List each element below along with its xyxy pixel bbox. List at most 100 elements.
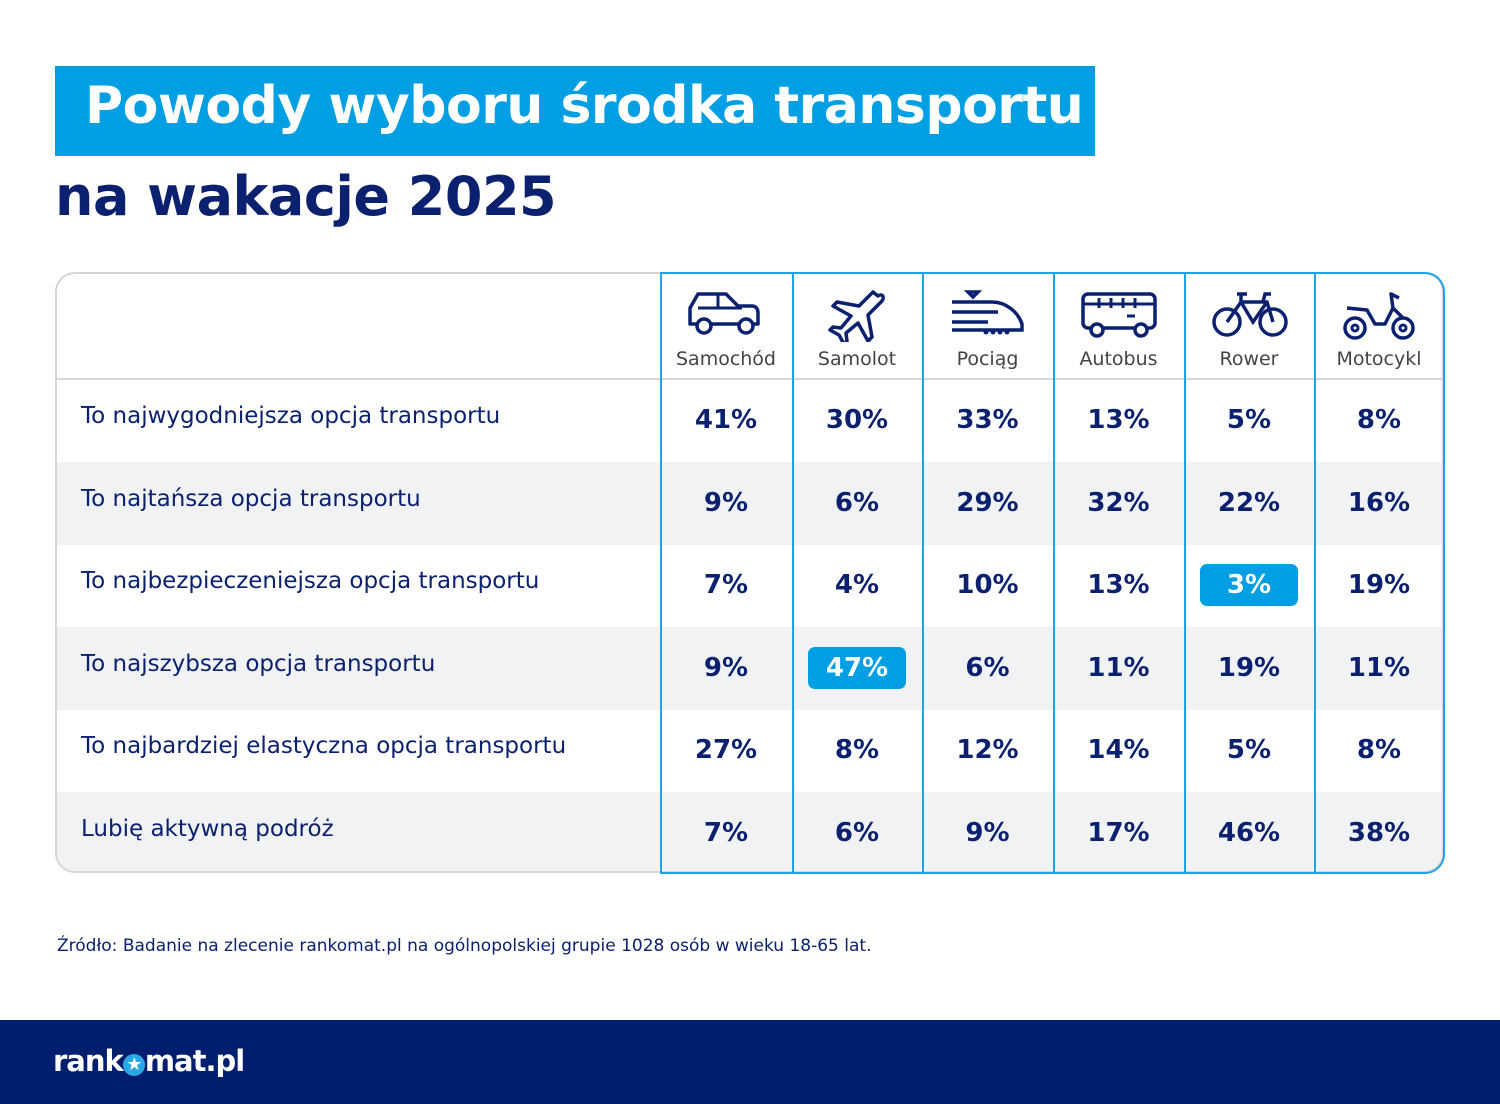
cell-value: 5% [1226, 405, 1272, 435]
table-cell: 12% [922, 709, 1053, 791]
table-cell: 38% [1314, 792, 1444, 874]
column-label: Autobus [1079, 348, 1158, 370]
row-label: To najwygodniejsza opcja transportu [81, 403, 501, 429]
table-cell: 10% [922, 544, 1053, 626]
table-cell: 7% [660, 544, 792, 626]
table-cell: 8% [1314, 709, 1444, 791]
table-cell: 9% [660, 627, 792, 709]
column-header: Samolot [792, 280, 922, 378]
train-icon [951, 290, 1024, 335]
cell-value: 41% [694, 405, 758, 435]
column-divider [1184, 273, 1186, 873]
cell-value: 14% [1087, 735, 1150, 765]
bicycle-icon [1212, 292, 1288, 337]
cell-value: 9% [965, 817, 1010, 848]
table-cell: 9% [660, 462, 792, 544]
table-cell: 6% [792, 792, 922, 874]
cell-value: 7% [703, 570, 749, 600]
table-cell: 33% [922, 379, 1053, 461]
table-row: To najtańsza opcja transportu [57, 461, 1442, 545]
cell-value: 10% [956, 570, 1019, 600]
cell-value: 8% [1356, 735, 1402, 765]
table-cell: 11% [1314, 627, 1444, 709]
cell-value: 12% [956, 735, 1019, 765]
cell-value: 4% [834, 570, 880, 600]
cell-value: 6% [834, 487, 880, 518]
table-row: To najwygodniejsza opcja transportu [57, 379, 1442, 462]
data-table: To najwygodniejsza opcja transportu To na… [55, 272, 1444, 873]
table-row: To najbezpieczeniejsza opcja transportu [57, 544, 1442, 627]
cell-value: 46% [1217, 817, 1281, 848]
column-divider [792, 273, 794, 873]
source-note: Źródło: Badanie na zlecenie rankomat.pl … [57, 936, 872, 956]
cell-value: 16% [1347, 487, 1411, 518]
row-label: Lubię aktywną podróż [81, 815, 334, 842]
page-subtitle: na wakacje 2025 [55, 165, 557, 228]
cell-value: 30% [825, 405, 889, 435]
column-header: Motocykl [1314, 280, 1444, 378]
table-cell: 8% [1314, 379, 1444, 461]
rankomat-logo: rank ★ mat.pl [53, 1044, 245, 1078]
table-cell: 6% [792, 462, 922, 544]
table-cell: 8% [792, 709, 922, 791]
table-cell: 32% [1053, 462, 1184, 544]
table-cell: 14% [1053, 709, 1184, 791]
table-cell: 19% [1184, 627, 1314, 709]
table-cell: 9% [922, 792, 1053, 874]
cell-value: 11% [1087, 652, 1150, 683]
column-divider [922, 273, 924, 873]
table-cell: 6% [922, 627, 1053, 709]
column-header: Pociąg [922, 280, 1053, 378]
header-divider [57, 378, 1444, 380]
cell-value: 33% [956, 405, 1019, 435]
cell-value: 27% [694, 735, 758, 765]
cell-value: 29% [956, 487, 1019, 518]
table-cell: 11% [1053, 627, 1184, 709]
row-label: To najbardziej elastyczna opcja transpor… [81, 733, 567, 759]
page-title: Powody wyboru środka transportu [85, 76, 1084, 136]
table-cell: 7% [660, 792, 792, 874]
row-label: To najtańsza opcja transportu [81, 485, 421, 512]
table-cell: 19% [1314, 544, 1444, 626]
table-cell: 46% [1184, 792, 1314, 874]
table-cell: 27% [660, 709, 792, 791]
airplane-icon [828, 290, 885, 342]
column-label: Pociąg [956, 348, 1019, 370]
table-cell: 5% [1184, 379, 1314, 461]
cell-value: 8% [834, 735, 880, 765]
column-label: Motocykl [1336, 348, 1422, 370]
column-label: Rower [1219, 348, 1279, 370]
table-cell: 13% [1053, 379, 1184, 461]
table-cell: 29% [922, 462, 1053, 544]
cell-value: 5% [1226, 735, 1272, 765]
table-cell: 4% [792, 544, 922, 626]
table-row: To najbardziej elastyczna opcja transpor… [57, 709, 1442, 792]
table-row: Lubię aktywną podróż [57, 791, 1442, 871]
table-cell: 47% [792, 627, 922, 709]
column-divider [1314, 273, 1316, 873]
table-cell: 30% [792, 379, 922, 461]
columns-frame [660, 272, 1445, 874]
column-label: Samochód [675, 348, 776, 370]
cell-value: 6% [834, 817, 880, 848]
cell-value: 6% [965, 652, 1010, 683]
highlighted-value: 47% [808, 646, 906, 689]
footer: rank ★ mat.pl [0, 1020, 1500, 1104]
table-cell: 16% [1314, 462, 1444, 544]
cell-value: 17% [1087, 817, 1150, 848]
title-banner: Powody wyboru środka transportu [55, 66, 1095, 156]
row-label: To najbezpieczeniejsza opcja transportu [81, 568, 540, 594]
column-header: Rower [1184, 280, 1314, 378]
bus-icon [1080, 292, 1157, 338]
row-label: To najszybsza opcja transportu [81, 650, 436, 677]
cell-value: 7% [703, 817, 749, 848]
table-cell: 13% [1053, 544, 1184, 626]
cell-value: 19% [1217, 652, 1281, 683]
cell-value: 9% [703, 487, 749, 518]
motorcycle-icon [1343, 292, 1415, 340]
cell-value: 32% [1087, 487, 1150, 518]
table-cell: 5% [1184, 709, 1314, 791]
cell-value: 13% [1087, 570, 1150, 600]
column-label: Samolot [817, 348, 897, 370]
column-divider [1053, 273, 1055, 873]
